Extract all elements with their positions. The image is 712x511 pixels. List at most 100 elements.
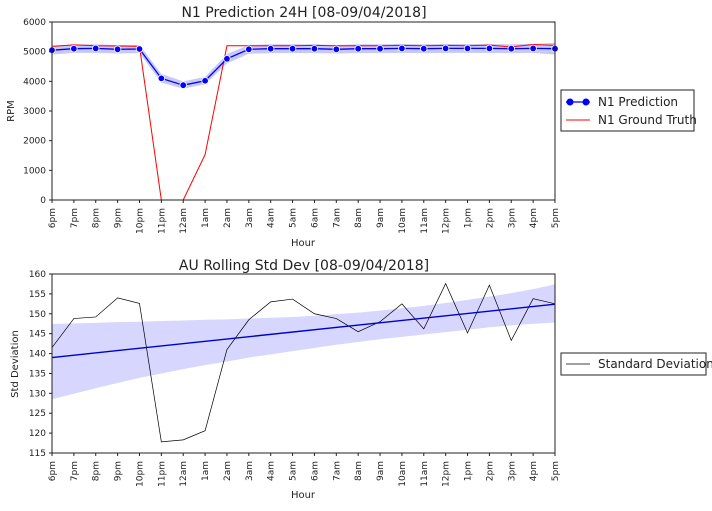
x-tick-label: 2am [223,461,233,481]
x-tick-label: 2pm [485,461,495,481]
y-tick-label: 2000 [23,137,46,147]
ground-truth-line [51,44,556,201]
prediction-point [376,45,384,53]
x-tick-label: 5pm [551,461,561,481]
y-axis-label: RPM [6,100,17,122]
plot-marks [48,44,559,201]
x-tick-label: 10am [398,208,408,234]
prediction-point [245,45,253,53]
prediction-point [529,44,537,53]
x-tick-label: 1pm [464,208,474,228]
y-tick-label: 155 [29,290,46,300]
legend-label-std: Standard Deviation [598,357,712,371]
x-tick-label: 11am [420,208,430,234]
legend-label-ground-truth: N1 Ground Truth [598,113,697,127]
x-tick-label: 4pm [529,461,539,481]
trend-band [52,284,555,400]
plot-marks [51,282,556,443]
x-tick-label: 3pm [507,208,517,228]
prediction-point [135,45,144,53]
legend-frame [560,89,695,132]
prediction-point [157,74,166,83]
x-tick-label: 7pm [70,461,80,481]
y-tick-label: 0 [40,196,46,206]
y-axis-ticks: 115 120 125 130 135 140 145 150 155 160 [29,270,52,459]
prediction-point [332,45,341,53]
y-tick-label: 115 [29,449,46,459]
x-tick-label: 12am [179,208,189,234]
x-tick-label: 12pm [442,461,452,487]
y-tick-label: 5000 [23,48,46,58]
x-tick-label: 6pm [48,208,58,228]
x-tick-label: 6am [310,208,320,228]
y-tick-label: 140 [29,350,46,360]
x-tick-label: 9pm [114,461,124,481]
x-tick-label: 1am [201,208,211,228]
prediction-point [441,44,450,53]
trend-line [51,303,556,359]
x-tick-label: 1pm [464,461,474,481]
x-tick-label: 4am [267,461,277,481]
x-tick-label: 1am [201,461,211,481]
plot-frame [51,273,556,454]
chart-title: AU Rolling Std Dev [08-09/04/2018] [179,258,429,274]
chart-title: N1 Prediction 24H [08-09/04/2018] [181,5,426,21]
x-tick-label: 2am [223,208,233,228]
prediction-point [354,45,362,53]
x-tick-label: 9am [376,461,386,481]
x-tick-label: 4pm [529,208,539,228]
x-tick-label: 3am [245,461,255,481]
x-tick-label: 10am [398,461,408,487]
x-tick-label: 2pm [485,208,495,228]
legend: N1 Prediction N1 Ground Truth [560,89,697,132]
x-tick-label: 10pm [135,208,145,234]
trend-confidence-band [52,284,555,400]
chart-panel-au-rolling-std: AU Rolling Std Dev [08-09/04/2018] 115 12… [10,258,712,501]
x-tick-label: 7pm [70,208,80,228]
x-tick-label: 5pm [551,208,561,228]
legend-marker-prediction [582,98,590,106]
y-tick-label: 1000 [23,166,46,176]
prediction-line [51,47,556,86]
y-axis-label: Std Deviation [10,330,21,398]
x-tick-label: 7am [332,461,342,481]
y-tick-label: 160 [29,270,46,280]
legend-label-prediction: N1 Prediction [598,95,678,109]
x-tick-label: 6am [310,461,320,481]
y-tick-label: 130 [29,389,46,399]
x-tick-label: 9pm [114,208,124,228]
x-tick-label: 8am [354,208,364,228]
prediction-point [113,45,122,53]
y-tick-label: 6000 [23,18,46,28]
x-tick-label: 5am [289,461,299,481]
legend-frame [560,352,707,376]
x-tick-label: 7am [332,208,342,228]
y-tick-label: 120 [29,429,46,439]
x-tick-label: 8pm [92,461,102,481]
x-tick-label: 10pm [135,461,145,487]
prediction-point [70,45,78,53]
x-tick-label: 9am [376,208,386,228]
prediction-point [288,45,297,53]
x-axis-ticks: 6pm 7pm 8pm 9pm 10pm 11pm 12am 1am 2am 3am 4am 5am 6… [48,200,561,234]
x-tick-label: 11pm [157,208,167,234]
prediction-point [223,55,231,63]
x-axis-ticks: 6pm 7pm 8pm 9pm 10pm 11pm 12am 1am 2am 3am 4am 5am 6… [48,453,561,487]
x-tick-label: 8pm [92,208,102,228]
prediction-point [507,45,515,53]
prediction-point [179,81,187,89]
y-tick-label: 135 [29,369,46,379]
y-axis-ticks: 0 1000 2000 3000 4000 5000 6000 [23,18,52,206]
x-tick-label: 12am [179,461,189,487]
legend-marker-prediction [566,98,574,106]
x-tick-label: 8am [354,461,364,481]
y-tick-label: 4000 [23,77,46,87]
std-deviation-line [51,282,556,443]
x-tick-label: 11pm [157,461,167,487]
x-axis-label: Hour [291,490,316,501]
x-tick-label: 4am [267,208,277,228]
prediction-point [92,44,100,53]
y-tick-label: 145 [29,330,46,340]
